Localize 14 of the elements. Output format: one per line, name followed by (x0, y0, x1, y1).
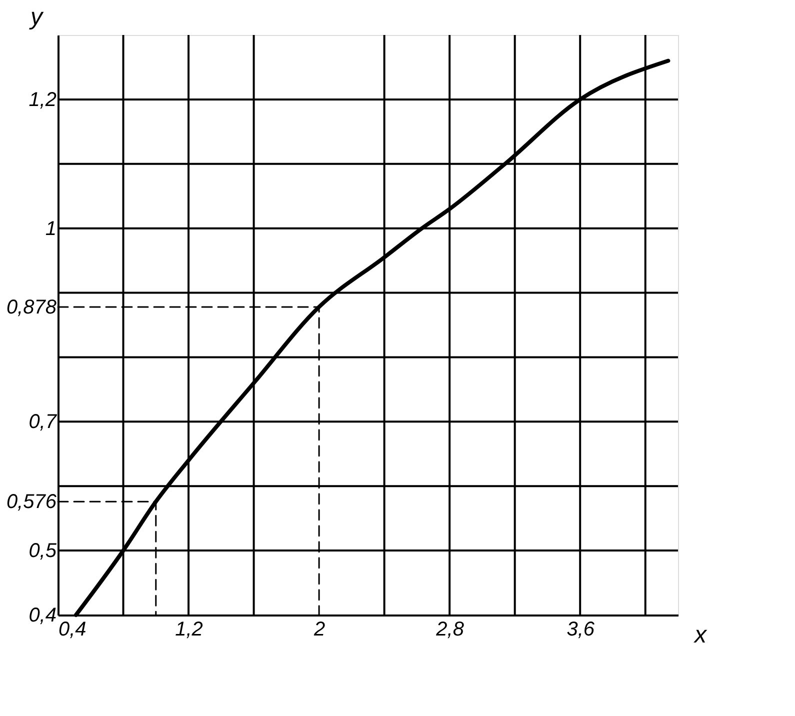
y-tick-label: 0,878 (6, 296, 56, 318)
y-axis-title: y (28, 4, 44, 30)
y-tick-label: 0,7 (28, 411, 58, 434)
x-tick-label: 3,6 (566, 618, 596, 640)
x-tick-label: 0,4 (58, 618, 86, 640)
x-tick-label: 2 (312, 618, 326, 640)
x-tick-label: 1,2 (175, 618, 203, 640)
x-axis-title: x (694, 622, 708, 648)
y-tick-label: 1 (45, 218, 56, 240)
y-tick-label: 1,2 (28, 88, 56, 111)
y-tick-label: 0,576 (6, 491, 58, 514)
y-tick-label: 0,5 (28, 540, 58, 562)
y-tick-label: 0,4 (28, 604, 56, 626)
x-tick-label: 2,8 (435, 618, 464, 640)
